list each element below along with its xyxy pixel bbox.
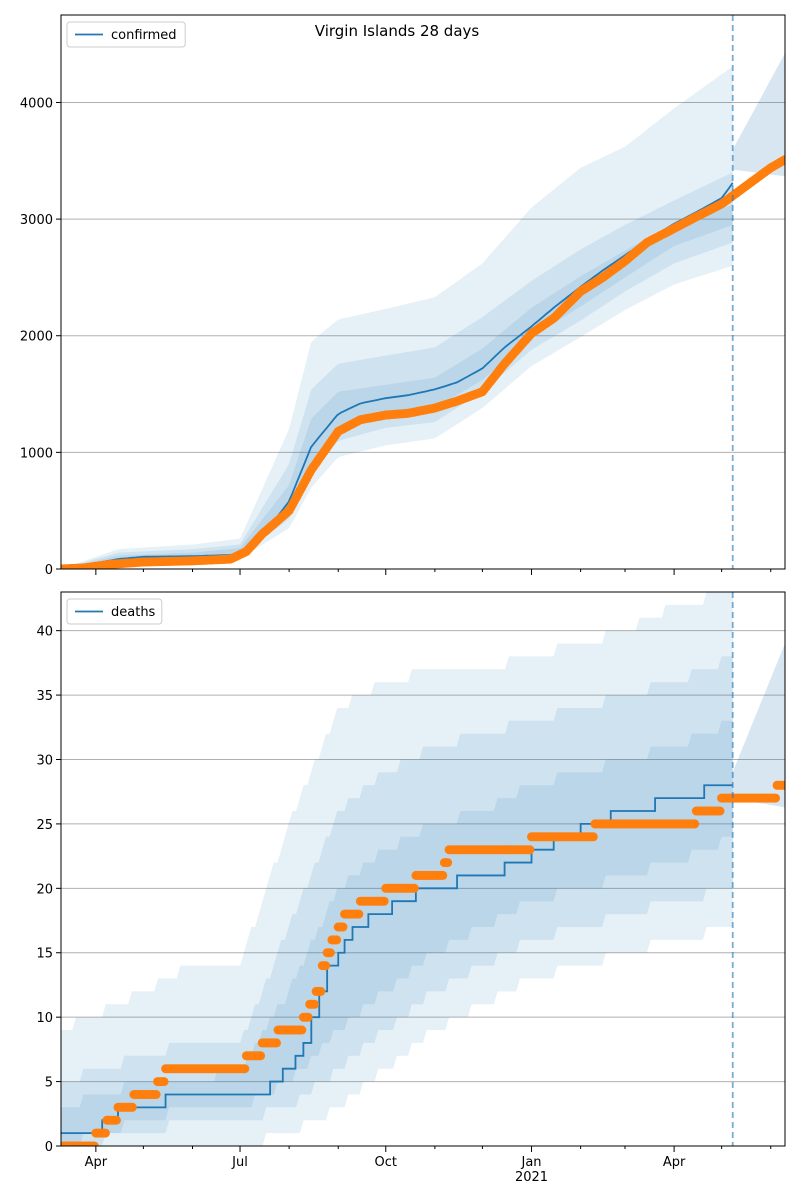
observed-point bbox=[127, 1102, 137, 1112]
observed-point bbox=[310, 999, 319, 1009]
y-tick-label: 4000 bbox=[20, 96, 53, 111]
observed-point bbox=[151, 1090, 161, 1099]
observed-point bbox=[588, 832, 598, 842]
x-tick-label: Oct bbox=[375, 1155, 397, 1170]
chart-title: Virgin Islands 28 days bbox=[315, 22, 480, 40]
interval-band-2 bbox=[61, 172, 733, 569]
interval-band-1 bbox=[61, 592, 733, 1146]
y-tick-label: 1000 bbox=[20, 446, 53, 461]
confirmed-panel: 0 1000 2000 3000 4000 confirmed bbox=[20, 14, 786, 578]
y-tick-label: 35 bbox=[36, 689, 53, 704]
legend-box bbox=[66, 21, 186, 48]
observed-point bbox=[780, 780, 785, 790]
observed-point bbox=[111, 1115, 121, 1125]
y-tick-label: 5 bbox=[45, 1076, 53, 1091]
observed-point bbox=[338, 922, 348, 932]
y-tick-label: 2000 bbox=[20, 330, 53, 345]
axes-frame bbox=[60, 14, 786, 570]
observed-point bbox=[438, 870, 448, 880]
interval-band-1 bbox=[61, 66, 733, 569]
y-tick-label: 15 bbox=[36, 947, 53, 962]
x-tick-label: Jul bbox=[231, 1155, 248, 1170]
forecast-band bbox=[732, 643, 785, 808]
observed-point bbox=[332, 935, 342, 945]
observed-point bbox=[379, 896, 389, 906]
observed-point bbox=[409, 883, 419, 893]
observed-point bbox=[303, 1012, 313, 1022]
observed-point bbox=[715, 806, 725, 816]
observed-point bbox=[771, 793, 780, 803]
model-line bbox=[61, 182, 734, 569]
observed-point bbox=[321, 961, 331, 971]
forecast-band bbox=[732, 53, 785, 177]
observed-point bbox=[240, 1064, 250, 1074]
y-tick-label: 30 bbox=[36, 753, 53, 768]
observed-point bbox=[256, 1051, 266, 1061]
observed-point bbox=[297, 1025, 307, 1035]
y-tick-label: 0 bbox=[45, 563, 53, 578]
axes-frame bbox=[60, 591, 786, 1147]
observed-point bbox=[443, 858, 453, 868]
observed-point bbox=[525, 845, 535, 855]
observed-point bbox=[100, 1128, 110, 1138]
x-tick-label: Jan bbox=[520, 1155, 541, 1170]
plot-area bbox=[61, 592, 785, 1146]
legend-label: deaths bbox=[111, 605, 156, 620]
y-tick-label: 40 bbox=[36, 625, 53, 640]
observed-point bbox=[354, 909, 364, 919]
x-tick-label: Apr bbox=[85, 1155, 108, 1170]
y-tick-label: 3000 bbox=[20, 213, 53, 228]
x-tick-label: 2021 bbox=[515, 1170, 548, 1185]
observed-point bbox=[272, 1038, 281, 1048]
y-tick-label: 25 bbox=[36, 818, 53, 833]
observed-points bbox=[61, 155, 785, 569]
plot-area bbox=[61, 53, 785, 569]
observed-point bbox=[325, 948, 335, 958]
y-tick-label: 20 bbox=[36, 882, 53, 897]
interval-band-3 bbox=[61, 720, 733, 1146]
x-tick-label: Apr bbox=[663, 1155, 686, 1170]
observed-points bbox=[61, 780, 785, 1146]
observed-point bbox=[316, 986, 326, 996]
observed-point bbox=[159, 1077, 169, 1087]
y-tick-label: 0 bbox=[45, 1140, 53, 1155]
legend-box bbox=[66, 598, 163, 625]
interval-band-3 bbox=[61, 205, 733, 569]
y-tick-label: 10 bbox=[36, 1011, 53, 1026]
legend-label: confirmed bbox=[111, 28, 177, 43]
observed-point bbox=[780, 155, 785, 165]
observed-point bbox=[690, 819, 700, 829]
observed-point bbox=[89, 1141, 99, 1146]
